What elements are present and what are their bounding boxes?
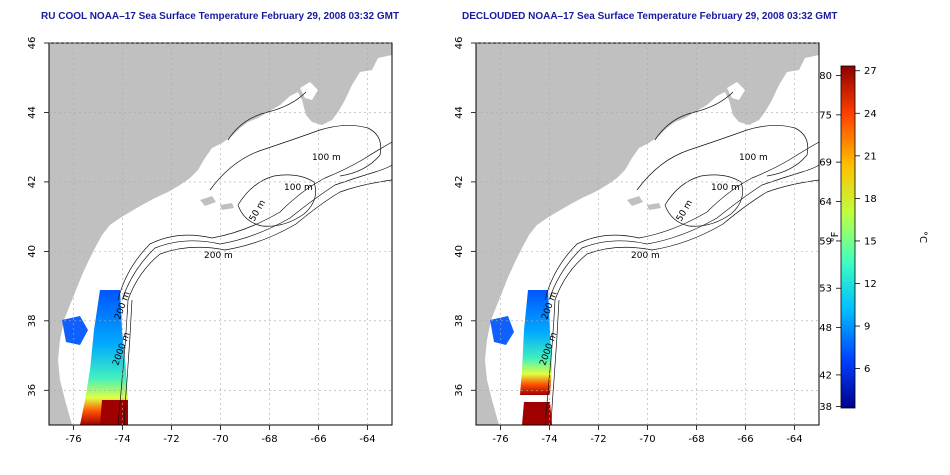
left-gridlines	[49, 42, 392, 425]
celsius-unit-label: °C	[917, 231, 928, 243]
colorbar-gradient	[840, 65, 856, 409]
right-axis-ticks: -76 -74 -72 -70 -68 -66 -64 46 44 42 40 38 36	[454, 37, 803, 445]
celsius-tick-label: 27	[864, 66, 877, 77]
fahrenheit-tick-label: 69	[819, 158, 832, 169]
right-contour-label: 100 m	[711, 183, 740, 193]
left-contours	[117, 91, 392, 425]
y-tick-label: 46	[27, 37, 38, 50]
fahrenheit-tick-label: 38	[819, 402, 832, 413]
fahrenheit-tick-label: 59	[819, 236, 832, 247]
fahrenheit-tick-label: 53	[819, 284, 832, 295]
left-sst-swath	[62, 290, 128, 425]
right-contour-label: 100 m	[739, 153, 768, 163]
right-contours	[544, 91, 819, 425]
x-tick-label: -72	[163, 434, 179, 445]
left-land	[49, 43, 392, 425]
left-contour-label: 100 m	[284, 183, 313, 193]
left-contour-label: 200 m	[204, 251, 233, 261]
y-tick-label: 36	[27, 384, 38, 397]
right-contour-label: 200 m	[631, 251, 660, 261]
celsius-tick-label: 15	[864, 236, 877, 247]
fahrenheit-tick-label: 80	[819, 71, 832, 82]
x-tick-label: -64	[359, 434, 375, 445]
left-axis-ticks: -76 -74 -72 -70 -68 -66 -64 46 44 42 40 38 36	[27, 37, 376, 445]
celsius-tick-label: 9	[864, 322, 870, 333]
y-tick-label: 44	[27, 106, 38, 119]
fahrenheit-tick-label: 64	[819, 197, 832, 208]
x-tick-label: -76	[65, 434, 81, 445]
celsius-tick-label: 12	[864, 279, 877, 290]
x-tick-label: -74	[114, 434, 130, 445]
x-tick-label: -70	[639, 434, 655, 445]
right-land	[476, 43, 819, 425]
celsius-tick-label: 24	[864, 109, 877, 120]
celsius-tick-label: 18	[864, 194, 877, 205]
y-tick-label: 42	[27, 176, 38, 189]
x-tick-label: -76	[492, 434, 508, 445]
left-map-title: RU COOL NOAA–17 Sea Surface Temperature …	[41, 11, 400, 22]
y-tick-label: 38	[454, 314, 465, 327]
right-sst-swath	[490, 290, 552, 425]
x-tick-label: -68	[261, 434, 277, 445]
fahrenheit-tick-label: 42	[819, 370, 832, 381]
x-tick-label: -72	[590, 434, 606, 445]
x-tick-label: -74	[541, 434, 557, 445]
celsius-tick-label: 21	[864, 151, 877, 162]
y-tick-label: 46	[454, 37, 465, 50]
y-tick-label: 44	[454, 106, 465, 119]
x-tick-label: -66	[310, 434, 326, 445]
right-map-title: DECLOUDED NOAA–17 Sea Surface Temperatur…	[462, 11, 838, 22]
y-tick-label: 38	[27, 314, 38, 327]
x-tick-label: -68	[688, 434, 704, 445]
fahrenheit-ticks: 80 75 69 64 59 53 48 42 38	[819, 71, 841, 413]
right-gridlines	[476, 42, 819, 425]
y-tick-label: 40	[27, 245, 38, 258]
left-contour-label: 100 m	[312, 153, 341, 163]
x-tick-label: -64	[786, 434, 802, 445]
x-tick-label: -70	[212, 434, 228, 445]
x-tick-label: -66	[737, 434, 753, 445]
y-tick-label: 36	[454, 384, 465, 397]
fahrenheit-tick-label: 75	[819, 110, 832, 121]
celsius-tick-label: 6	[864, 364, 870, 375]
fahrenheit-tick-label: 48	[819, 323, 832, 334]
fahrenheit-unit-label: °F	[830, 231, 841, 242]
y-tick-label: 40	[454, 245, 465, 258]
y-tick-label: 42	[454, 176, 465, 189]
temperature-colorbar: 80 75 69 64 59 53 48 42 38 27 24 21 18 15 12 9 6 °F °C	[819, 65, 928, 413]
celsius-ticks: 27 24 21 18 15 12 9 6	[855, 66, 877, 375]
